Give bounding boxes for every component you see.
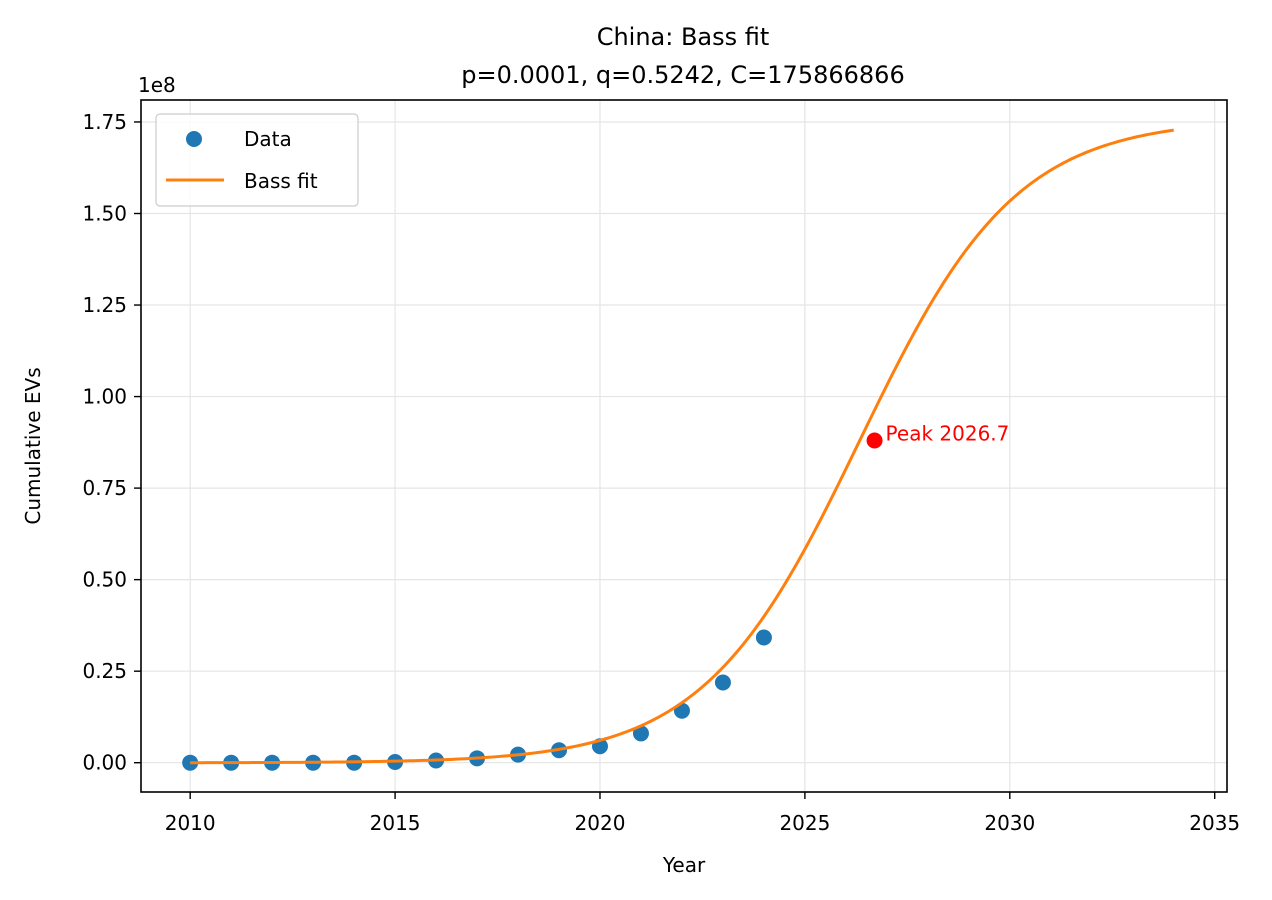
chart-subtitle: p=0.0001, q=0.5242, C=175866866 <box>461 61 904 89</box>
x-axis-ticks: 2010 2015 2020 2025 2030 2035 <box>165 792 1240 835</box>
x-tick-label: 2030 <box>984 811 1035 835</box>
y-tick-label: 0.25 <box>82 659 127 683</box>
y-axis-label: Cumulative EVs <box>21 367 45 524</box>
y-tick-label: 1.25 <box>82 293 127 317</box>
peak-marker <box>866 432 883 449</box>
x-tick-label: 2025 <box>779 811 830 835</box>
y-tick-label: 1.00 <box>82 385 127 409</box>
chart-title: China: Bass fit <box>597 23 770 51</box>
x-tick-label: 2035 <box>1189 811 1240 835</box>
legend: Data Bass fit <box>155 113 359 207</box>
bass-fit-line <box>190 128 1174 765</box>
x-tick-label: 2010 <box>165 811 216 835</box>
plot-area: Peak 2026.7 <box>182 128 1174 771</box>
legend-fit-label: Bass fit <box>244 169 318 193</box>
data-point <box>755 629 772 646</box>
y-tick-label: 0.00 <box>82 751 127 775</box>
grid-lines <box>141 100 1227 792</box>
data-point <box>182 754 199 771</box>
y-offset-label: 1e8 <box>138 73 176 97</box>
y-tick-label: 1.50 <box>82 202 127 226</box>
x-tick-label: 2020 <box>575 811 626 835</box>
y-tick-label: 1.75 <box>82 110 127 134</box>
x-axis-label: Year <box>662 853 706 877</box>
y-tick-label: 0.75 <box>82 476 127 500</box>
legend-data-label: Data <box>244 127 292 151</box>
data-point <box>714 674 731 691</box>
x-tick-label: 2015 <box>370 811 421 835</box>
plot-frame <box>140 99 1228 793</box>
y-axis-ticks: 0.00 0.25 0.50 0.75 1.00 1.25 1.50 1.75 <box>82 110 141 775</box>
y-tick-label: 0.50 <box>82 568 127 592</box>
legend-data-marker <box>186 131 202 147</box>
legend-box <box>155 113 359 207</box>
data-point <box>632 725 649 742</box>
peak-label: Peak 2026.7 <box>886 422 1010 446</box>
